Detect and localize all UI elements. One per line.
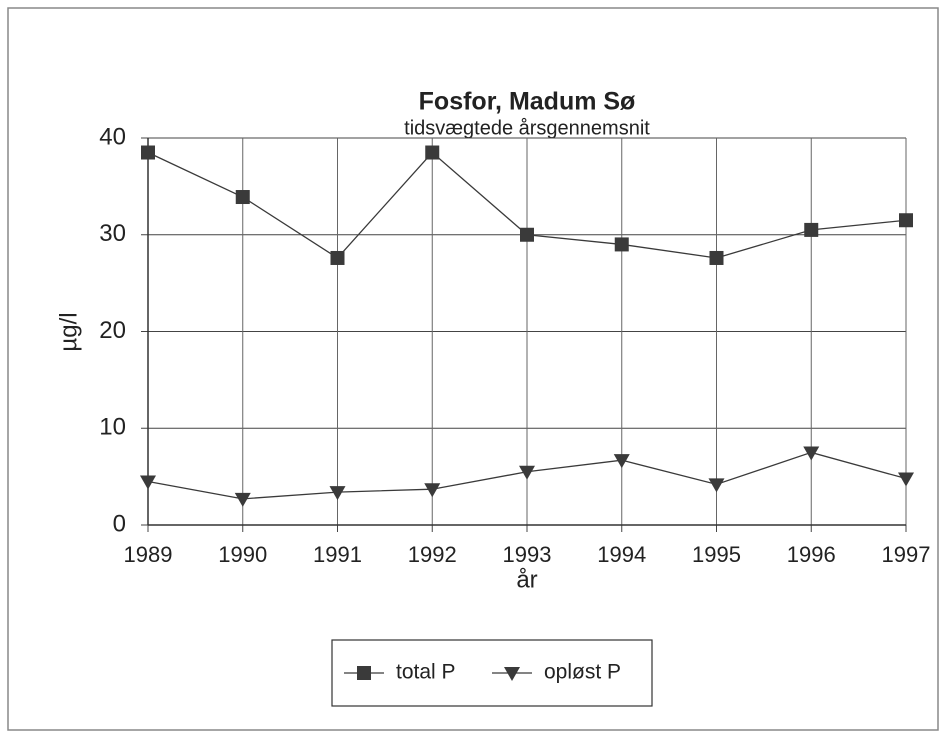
y-tick-label: 20 <box>99 317 126 344</box>
y-axis-label: µg/l <box>55 312 82 351</box>
marker <box>234 492 251 507</box>
x-tick-label: 1993 <box>503 542 552 567</box>
x-tick-label: 1994 <box>597 542 646 567</box>
marker <box>804 222 819 237</box>
marker <box>520 227 534 242</box>
marker <box>803 446 820 461</box>
marker <box>709 250 724 265</box>
marker <box>235 190 250 205</box>
chart-title: Fosfor, Madum Sø <box>419 88 636 116</box>
y-tick-label: 0 <box>113 510 126 537</box>
legend-label: total P <box>396 661 456 684</box>
legend-box <box>331 639 653 707</box>
legend-label: opløst P <box>544 661 621 684</box>
marker <box>898 472 914 487</box>
marker <box>519 465 535 480</box>
y-tick-label: 10 <box>99 414 126 441</box>
legend-marker <box>504 667 520 681</box>
marker <box>899 213 913 228</box>
y-tick-label: 40 <box>99 123 126 150</box>
x-tick-label: 1991 <box>313 542 362 567</box>
marker <box>330 250 345 265</box>
marker <box>425 145 440 160</box>
x-axis-label: år <box>516 566 537 593</box>
chart-subtitle: tidsvægtede årsgennemsnit <box>404 117 650 139</box>
x-tick-label: 1995 <box>692 542 741 567</box>
x-tick-label: 1990 <box>218 542 267 567</box>
x-tick-label: 1997 <box>882 542 931 567</box>
marker <box>614 237 629 252</box>
marker <box>708 478 725 493</box>
marker <box>329 486 346 501</box>
marker <box>141 145 155 160</box>
marker <box>613 454 630 469</box>
x-tick-label: 1996 <box>787 542 836 567</box>
marker <box>424 483 441 498</box>
x-tick-label: 1989 <box>124 542 173 567</box>
chart-border <box>7 7 939 731</box>
x-tick-label: 1992 <box>408 542 457 567</box>
y-tick-label: 30 <box>99 220 126 247</box>
legend-marker <box>357 666 371 680</box>
marker <box>140 475 156 490</box>
